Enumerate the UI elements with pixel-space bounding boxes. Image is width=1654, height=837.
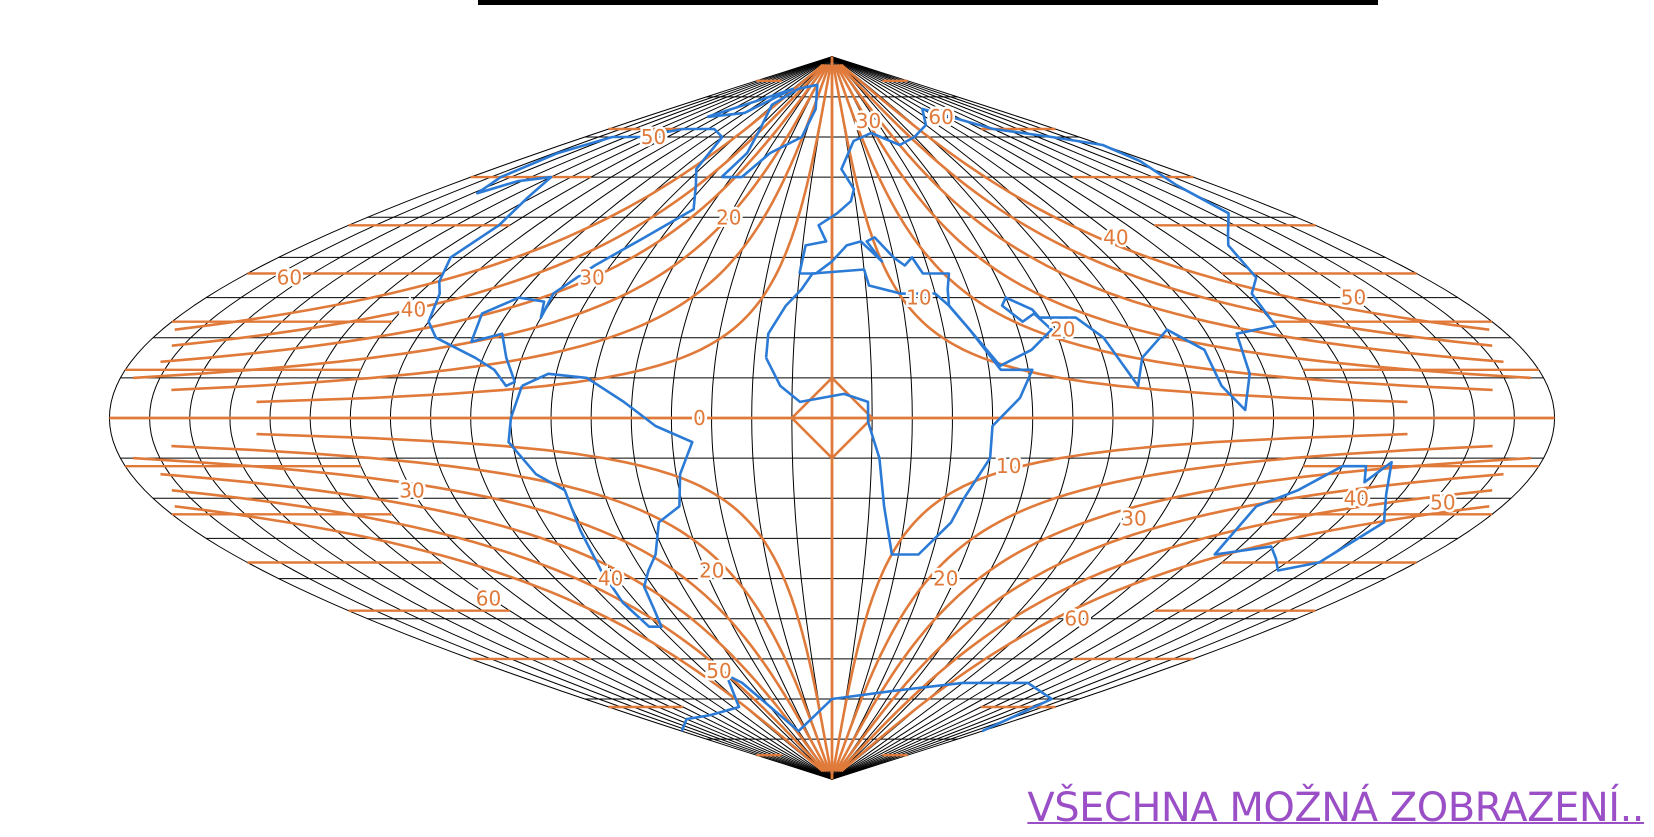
isoline-label: 10: [996, 454, 1021, 478]
isoline-30: [835, 456, 1532, 772]
isoline-label: 50: [1341, 286, 1366, 310]
isoline-50: [171, 489, 826, 773]
isoline-label: 30: [1121, 506, 1146, 530]
arctic-islands-coast: [706, 87, 795, 119]
isoline-label: 20: [716, 205, 741, 229]
isoline-50: [838, 489, 1493, 773]
isoline-10: [832, 432, 1408, 772]
isoline-label: 20: [1050, 318, 1075, 342]
isoline-label: 30: [856, 109, 881, 133]
australia-coast: [1213, 460, 1393, 572]
isoline-10: [256, 432, 832, 772]
top-bar: [478, 0, 1378, 5]
isoline-label: 50: [1430, 490, 1455, 514]
isoline-60: [174, 505, 824, 773]
isoline-label: 50: [641, 125, 666, 149]
coastlines: [427, 83, 1393, 733]
isoline-10: [832, 64, 1408, 404]
isoline-30: [132, 64, 829, 380]
isoline-label: 60: [277, 266, 302, 290]
isoline-label: 20: [933, 567, 958, 591]
isoline-label: 30: [579, 266, 604, 290]
isoline-label: 60: [1064, 607, 1089, 631]
isoline-30: [132, 456, 829, 772]
north-america-coast: [427, 127, 724, 388]
isoline-label: 40: [401, 298, 426, 322]
all-projections-link[interactable]: VŠECHNA MOŽNÁ ZOBRAZENÍ..: [1027, 785, 1644, 831]
isoline-label: 50: [706, 659, 731, 683]
isoline-30: [835, 64, 1532, 380]
isoline-label: 60: [928, 105, 953, 129]
isoline-label: 40: [598, 567, 623, 591]
antarctica-coast: [680, 673, 1053, 733]
isoline-labels: 50 60 40 30 20 0 30 60 40 10 20 50 10 30 40 50 30 60 40 20 2…: [274, 102, 1458, 685]
isoline-label: 60: [476, 587, 501, 611]
isoline-label: 40: [1103, 225, 1128, 249]
isoline-40: [160, 63, 828, 364]
isoline-20: [171, 444, 831, 772]
isoline-label: 0: [693, 406, 706, 430]
isoline-20: [833, 64, 1493, 392]
greenland-coast: [720, 83, 819, 179]
zero-isoline-diamond: [790, 376, 874, 460]
isoline-label: 10: [906, 286, 931, 310]
isoline-40: [836, 472, 1504, 773]
isoline-40: [836, 63, 1504, 364]
eurasia-coast: [798, 107, 1277, 412]
isoline-10: [256, 64, 832, 404]
isoline-20: [833, 444, 1493, 772]
isoline-label: 40: [1344, 486, 1369, 510]
isoline-label: 30: [399, 478, 424, 502]
isoline-50: [838, 63, 1493, 347]
isoline-60: [840, 63, 1490, 331]
distortion-isolines: [109, 56, 1555, 780]
isoline-label: 20: [699, 559, 724, 583]
isoline-50: [171, 63, 826, 347]
south-america-coast: [507, 372, 694, 628]
africa-coast: [764, 268, 1034, 556]
